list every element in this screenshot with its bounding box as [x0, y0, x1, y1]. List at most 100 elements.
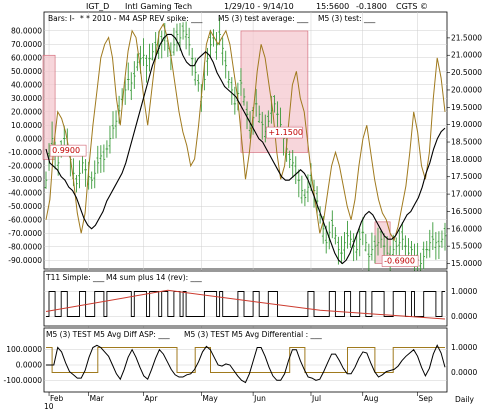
- indicator2-right-tick-label: 1.0000: [451, 343, 477, 352]
- price-bar: [260, 111, 264, 140]
- price-bar: [145, 54, 148, 83]
- price-bar: [84, 159, 87, 187]
- price-bar: [355, 232, 358, 261]
- left-tick-label: 40.0000: [11, 80, 42, 89]
- price-bar: [248, 111, 252, 139]
- price-bar: [297, 169, 301, 198]
- left-tick-label: -80.0000: [8, 242, 42, 251]
- price-bar: [50, 121, 54, 150]
- price-bar: [114, 110, 118, 139]
- price-bar: [96, 145, 100, 174]
- header-time: 15:5600: [316, 2, 349, 11]
- price-bar: [346, 220, 349, 249]
- right-tick-label: 15.0000: [451, 259, 482, 268]
- legend-spike: * * 2010 - M4 ASP REV spike: ___: [80, 14, 203, 23]
- x-tick-label: Sep: [419, 394, 433, 403]
- price-bar: [440, 230, 444, 248]
- price-bar: [126, 62, 130, 91]
- right-tick-label: 20.5000: [451, 68, 482, 77]
- right-tick-label: 21.5000: [451, 33, 482, 42]
- price-bar: [44, 171, 48, 189]
- price-bar: [361, 217, 365, 246]
- price-bar: [358, 228, 362, 257]
- annotation-box: [49, 144, 87, 157]
- legend-test: M5 (3) test: ___: [318, 14, 375, 23]
- price-bar: [334, 227, 337, 245]
- x-tick-label: Mar: [90, 394, 105, 403]
- main-lines: [45, 22, 446, 265]
- price-bar: [172, 27, 176, 56]
- right-tick-label: 20.0000: [451, 85, 482, 94]
- indicator2-left-tick-label: -100.0000: [4, 376, 43, 385]
- sum-line: [45, 289, 446, 320]
- right-tick-label: 17.0000: [451, 190, 482, 199]
- price-bar: [428, 229, 432, 258]
- price-bar: [142, 38, 145, 67]
- x-period-label: Daily: [455, 395, 475, 404]
- price-bar: [343, 231, 346, 260]
- price-bar: [425, 240, 429, 259]
- price-bar: [398, 229, 401, 258]
- left-tick-label: 30.0000: [11, 94, 42, 103]
- left-tick-label: -50.0000: [8, 202, 42, 211]
- indicator1-axis: 1.0000 0.0000: [451, 287, 477, 321]
- price-bar: [349, 230, 352, 248]
- price-bar: [187, 27, 191, 56]
- price-bar: [340, 236, 343, 264]
- x-axis: Feb Mar Apr May Jun Jul Aug Sep: [48, 392, 433, 403]
- right-tick-label: 18.0000: [451, 155, 482, 164]
- indicator2-left-tick-label: 0.0000: [16, 361, 42, 370]
- right-tick-label: 17.5000: [451, 172, 482, 181]
- price-bar: [206, 47, 209, 76]
- price-bar: [111, 111, 115, 139]
- price-bar: [394, 237, 398, 255]
- price-bar: [331, 210, 334, 239]
- price-bar: [276, 101, 279, 130]
- price-bar: [379, 230, 383, 248]
- price-bar: [315, 186, 319, 214]
- price-bar: [300, 175, 304, 204]
- annotation-label: +1.1500: [268, 128, 303, 137]
- annotation-box: [381, 255, 419, 267]
- test-line: [45, 22, 446, 242]
- left-tick-label: 20.0000: [11, 107, 42, 116]
- legend-simple: T11 Simple: ___: [45, 273, 105, 282]
- price-bar: [434, 231, 438, 260]
- price-bar: [105, 140, 109, 158]
- left-tick-label: -40.0000: [8, 188, 42, 197]
- indicator2-grid: [44, 349, 447, 381]
- price-bar: [245, 101, 249, 130]
- x-start-label: 10: [44, 402, 54, 411]
- price-bar: [288, 150, 291, 169]
- price-bar: [230, 77, 234, 105]
- left-tick-label: -20.0000: [8, 161, 42, 170]
- price-bar: [233, 86, 237, 115]
- price-bar: [151, 43, 154, 61]
- left-tick-label: -10.0000: [8, 148, 42, 157]
- indicator1-tick-label: 1.0000: [451, 287, 477, 296]
- left-tick-label: 80.0000: [11, 26, 42, 35]
- price-bar: [373, 235, 377, 264]
- legend-diff: M5 (3) TEST M5 Avg Diff ASP: ___: [46, 330, 170, 339]
- annotation-label: 0.9900: [52, 146, 80, 155]
- price-bar: [99, 145, 103, 173]
- header-dates: 1/29/10 - 9/14/10: [224, 2, 294, 11]
- price-bar: [254, 88, 258, 117]
- price-bar: [133, 61, 136, 89]
- price-bar: [224, 50, 228, 79]
- left-tick-label: -70.0000: [8, 229, 42, 238]
- left-tick-label: -30.0000: [8, 175, 42, 184]
- avg-diff-line: [46, 344, 446, 384]
- price-bar: [376, 227, 380, 256]
- main-right-axis: 21.5000 21.0000 20.5000 20.0000 19.5000 19.00…: [447, 33, 482, 268]
- right-tick-label: 19.5000: [451, 103, 482, 112]
- annotation-label: -0.6900: [384, 257, 415, 266]
- price-bar: [303, 188, 307, 207]
- price-bar: [129, 72, 133, 101]
- indicator1-frame: [43, 270, 448, 327]
- price-bar: [102, 144, 106, 173]
- left-tick-label: 50.0000: [11, 67, 42, 76]
- price-bar: [422, 241, 425, 270]
- price-bar: [93, 160, 97, 189]
- x-tick-label: Feb: [50, 394, 64, 403]
